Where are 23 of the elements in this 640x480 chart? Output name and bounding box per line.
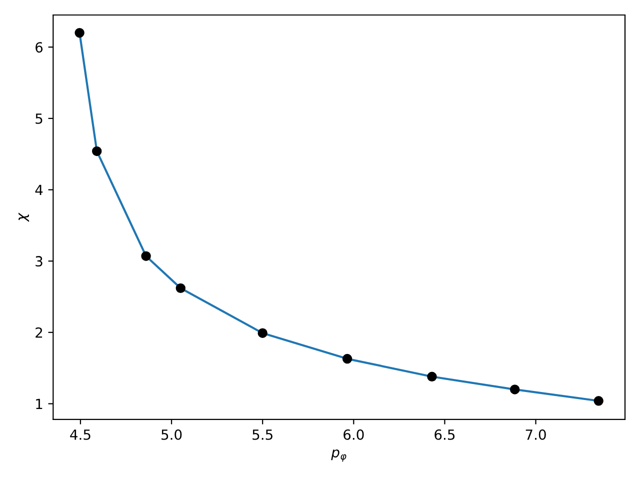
x-tick-label: 5.5 <box>252 430 272 440</box>
y-tick-label: 4 <box>35 184 43 196</box>
x-tick-label: 5.0 <box>162 429 182 440</box>
point <box>141 251 151 261</box>
point <box>92 146 102 156</box>
y-tick-label: 5 <box>36 114 42 124</box>
y-tick-label: 6 <box>36 42 43 53</box>
x-tick-label: 7.0 <box>526 429 546 440</box>
x-tick-label: 6.5 <box>434 429 455 440</box>
x-tick-label: 6.0 <box>344 429 364 440</box>
point <box>176 283 186 294</box>
y-tick-label: 1 <box>36 398 42 410</box>
point <box>594 396 604 406</box>
x-tick-label: 4.5 <box>70 430 90 440</box>
point <box>342 354 352 364</box>
x-axis-title: p$_{φ}$ <box>331 450 346 462</box>
point <box>510 384 520 394</box>
y-tick-label: 2 <box>36 327 42 338</box>
point <box>258 328 268 338</box>
point <box>427 372 437 382</box>
point <box>74 28 84 38</box>
y-axis-title: χ <box>18 212 30 222</box>
y-tick-label: 3 <box>36 256 42 267</box>
